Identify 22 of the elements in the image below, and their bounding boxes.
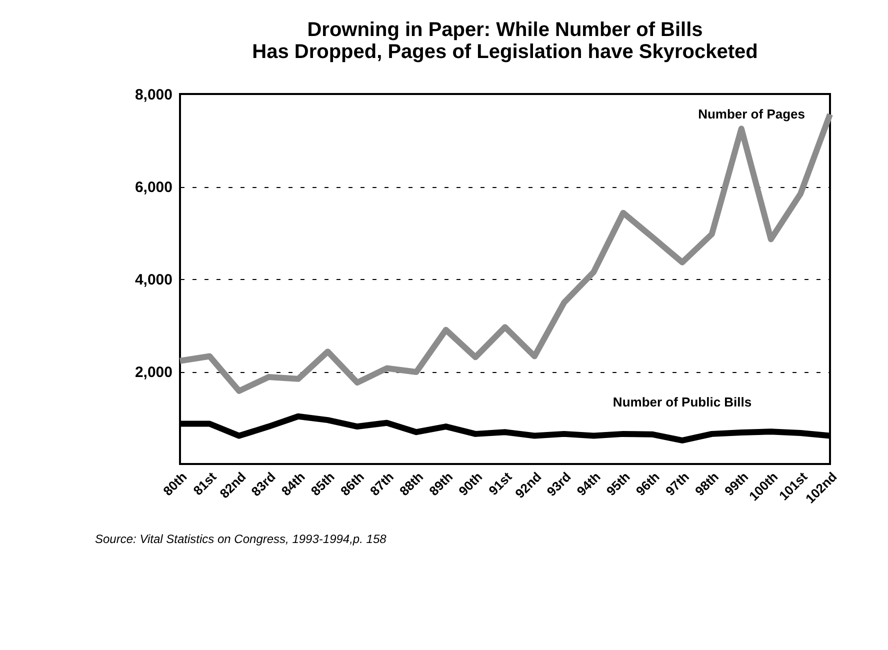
x-tick-label: 96th: [632, 469, 662, 499]
x-tick-label: 85th: [308, 469, 338, 499]
x-tick-label: 80th: [160, 469, 190, 499]
x-tick-label: 87th: [367, 469, 397, 499]
x-tick-label: 95th: [603, 469, 633, 499]
y-tick-label: 2,000: [134, 364, 172, 381]
x-tick-label: 86th: [337, 469, 368, 499]
x-tick-label: 97th: [662, 469, 692, 499]
source-note: Source: Vital Statistics on Congress, 1993-1994,p. 158: [95, 532, 387, 546]
x-tick-label: 94th: [574, 469, 604, 499]
x-tick-label: 98th: [692, 469, 722, 499]
x-tick-label: 89th: [426, 469, 456, 499]
chart-title: Drowning in Paper: While Number of Bills Has Dropped, Pages of Legislation have Skyrocketed: [252, 19, 758, 63]
y-tick-label: 6,000: [134, 179, 172, 196]
x-tick-label: 84th: [278, 469, 308, 499]
x-tick-label: 99th: [722, 469, 752, 499]
x-tick-label: 90th: [456, 469, 486, 499]
y-tick-label: 8,000: [134, 86, 172, 104]
series-label: Number of Public Bills: [612, 394, 752, 410]
x-tick-label: 88th: [396, 469, 426, 499]
series-label: Number of Pages: [698, 106, 805, 122]
y-tick-label: 4,000: [134, 272, 172, 288]
